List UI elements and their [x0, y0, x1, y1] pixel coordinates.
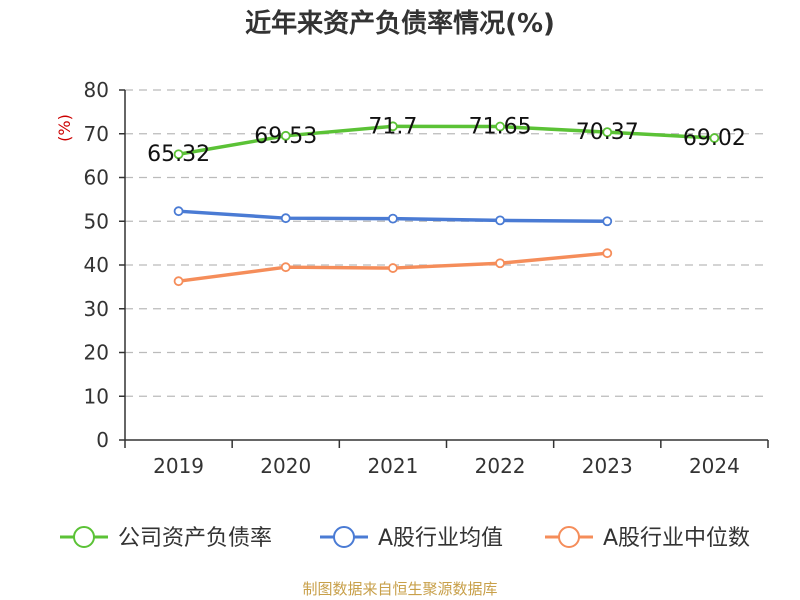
x-tick-label-2020: 2020 [260, 454, 311, 478]
data-label-2024: 69.02 [683, 126, 746, 151]
data-point-s0-2024 [709, 133, 720, 143]
legend-item-0[interactable]: 公司资产负债率 [60, 526, 272, 551]
data-point-s1-2022 [495, 215, 505, 226]
data-point-s2-2023 [602, 248, 613, 259]
axes [119, 89, 769, 448]
y-tick-label-30: 30 [84, 297, 109, 321]
x-tick-labels: 2019 2020 2021 2022 2023 2024 [153, 454, 740, 478]
x-tick-label-2019: 2019 [153, 454, 204, 478]
source-note: 制图数据来自恒生聚源数据库 [302, 580, 497, 598]
data-point-s1-2019 [173, 206, 184, 217]
legend-marker-0 [73, 526, 95, 548]
y-tick-label-0: 0 [96, 428, 109, 452]
data-point-s1-2023 [602, 216, 613, 227]
y-tick-label-60: 60 [84, 166, 109, 190]
data-label-2021: 71.7 [368, 114, 417, 139]
data-label-2022: 71.65 [469, 115, 532, 140]
data-point-s0-2022 [495, 121, 505, 132]
y-tick-label-80: 80 [84, 78, 109, 102]
data-label-2023: 70.37 [576, 120, 639, 145]
x-tick-label-2023: 2023 [582, 454, 633, 478]
legend-label-1: A股行业均值 [378, 526, 503, 551]
series-line-0 [178, 124, 715, 156]
y-tick-label-70: 70 [84, 122, 109, 146]
legend-marker-1 [333, 526, 355, 548]
y-tick-label-50: 50 [84, 209, 109, 233]
data-point-s1-2020 [280, 213, 291, 224]
x-tick-label-2022: 2022 [475, 454, 526, 478]
legend[interactable]: 公司资产负债率 A股行业均值 A股行业中位数 [60, 526, 750, 551]
data-point-s0-2023 [602, 127, 613, 138]
x-tick-label-2024: 2024 [689, 454, 740, 478]
data-point-s2-2021 [388, 263, 398, 273]
y-tick-label-10: 10 [84, 384, 109, 408]
legend-label-0: 公司资产负债率 [118, 526, 272, 551]
chart-title: 近年来资产负债率情况(%) [245, 8, 555, 39]
data-point-s0-2020 [280, 130, 291, 141]
data-label-2020: 69.53 [254, 124, 317, 149]
y-tick-label-20: 20 [84, 341, 109, 365]
data-labels: 65.32 69.53 71.7 71.65 70.37 69.02 [147, 114, 746, 167]
data-point-s0-2019 [173, 149, 184, 160]
data-point-s1-2021 [388, 213, 398, 224]
data-point-s2-2020 [280, 262, 291, 273]
y-axis-label: (%) [55, 114, 74, 142]
y-tick-label-40: 40 [84, 253, 109, 277]
data-point-s2-2022 [495, 258, 505, 269]
legend-label-2: A股行业中位数 [603, 526, 750, 551]
data-point-s2-2019 [173, 276, 184, 287]
legend-marker-2 [558, 526, 580, 548]
series-group [173, 121, 720, 287]
x-tick-label-2021: 2021 [367, 454, 418, 478]
data-point-s0-2021 [388, 121, 398, 132]
legend-item-1[interactable]: A股行业均值 [320, 526, 503, 551]
data-label-2019: 65.32 [147, 142, 210, 167]
y-tick-labels: 0 10 20 30 40 50 60 70 80 [84, 78, 109, 452]
legend-item-2[interactable]: A股行业中位数 [545, 526, 750, 551]
